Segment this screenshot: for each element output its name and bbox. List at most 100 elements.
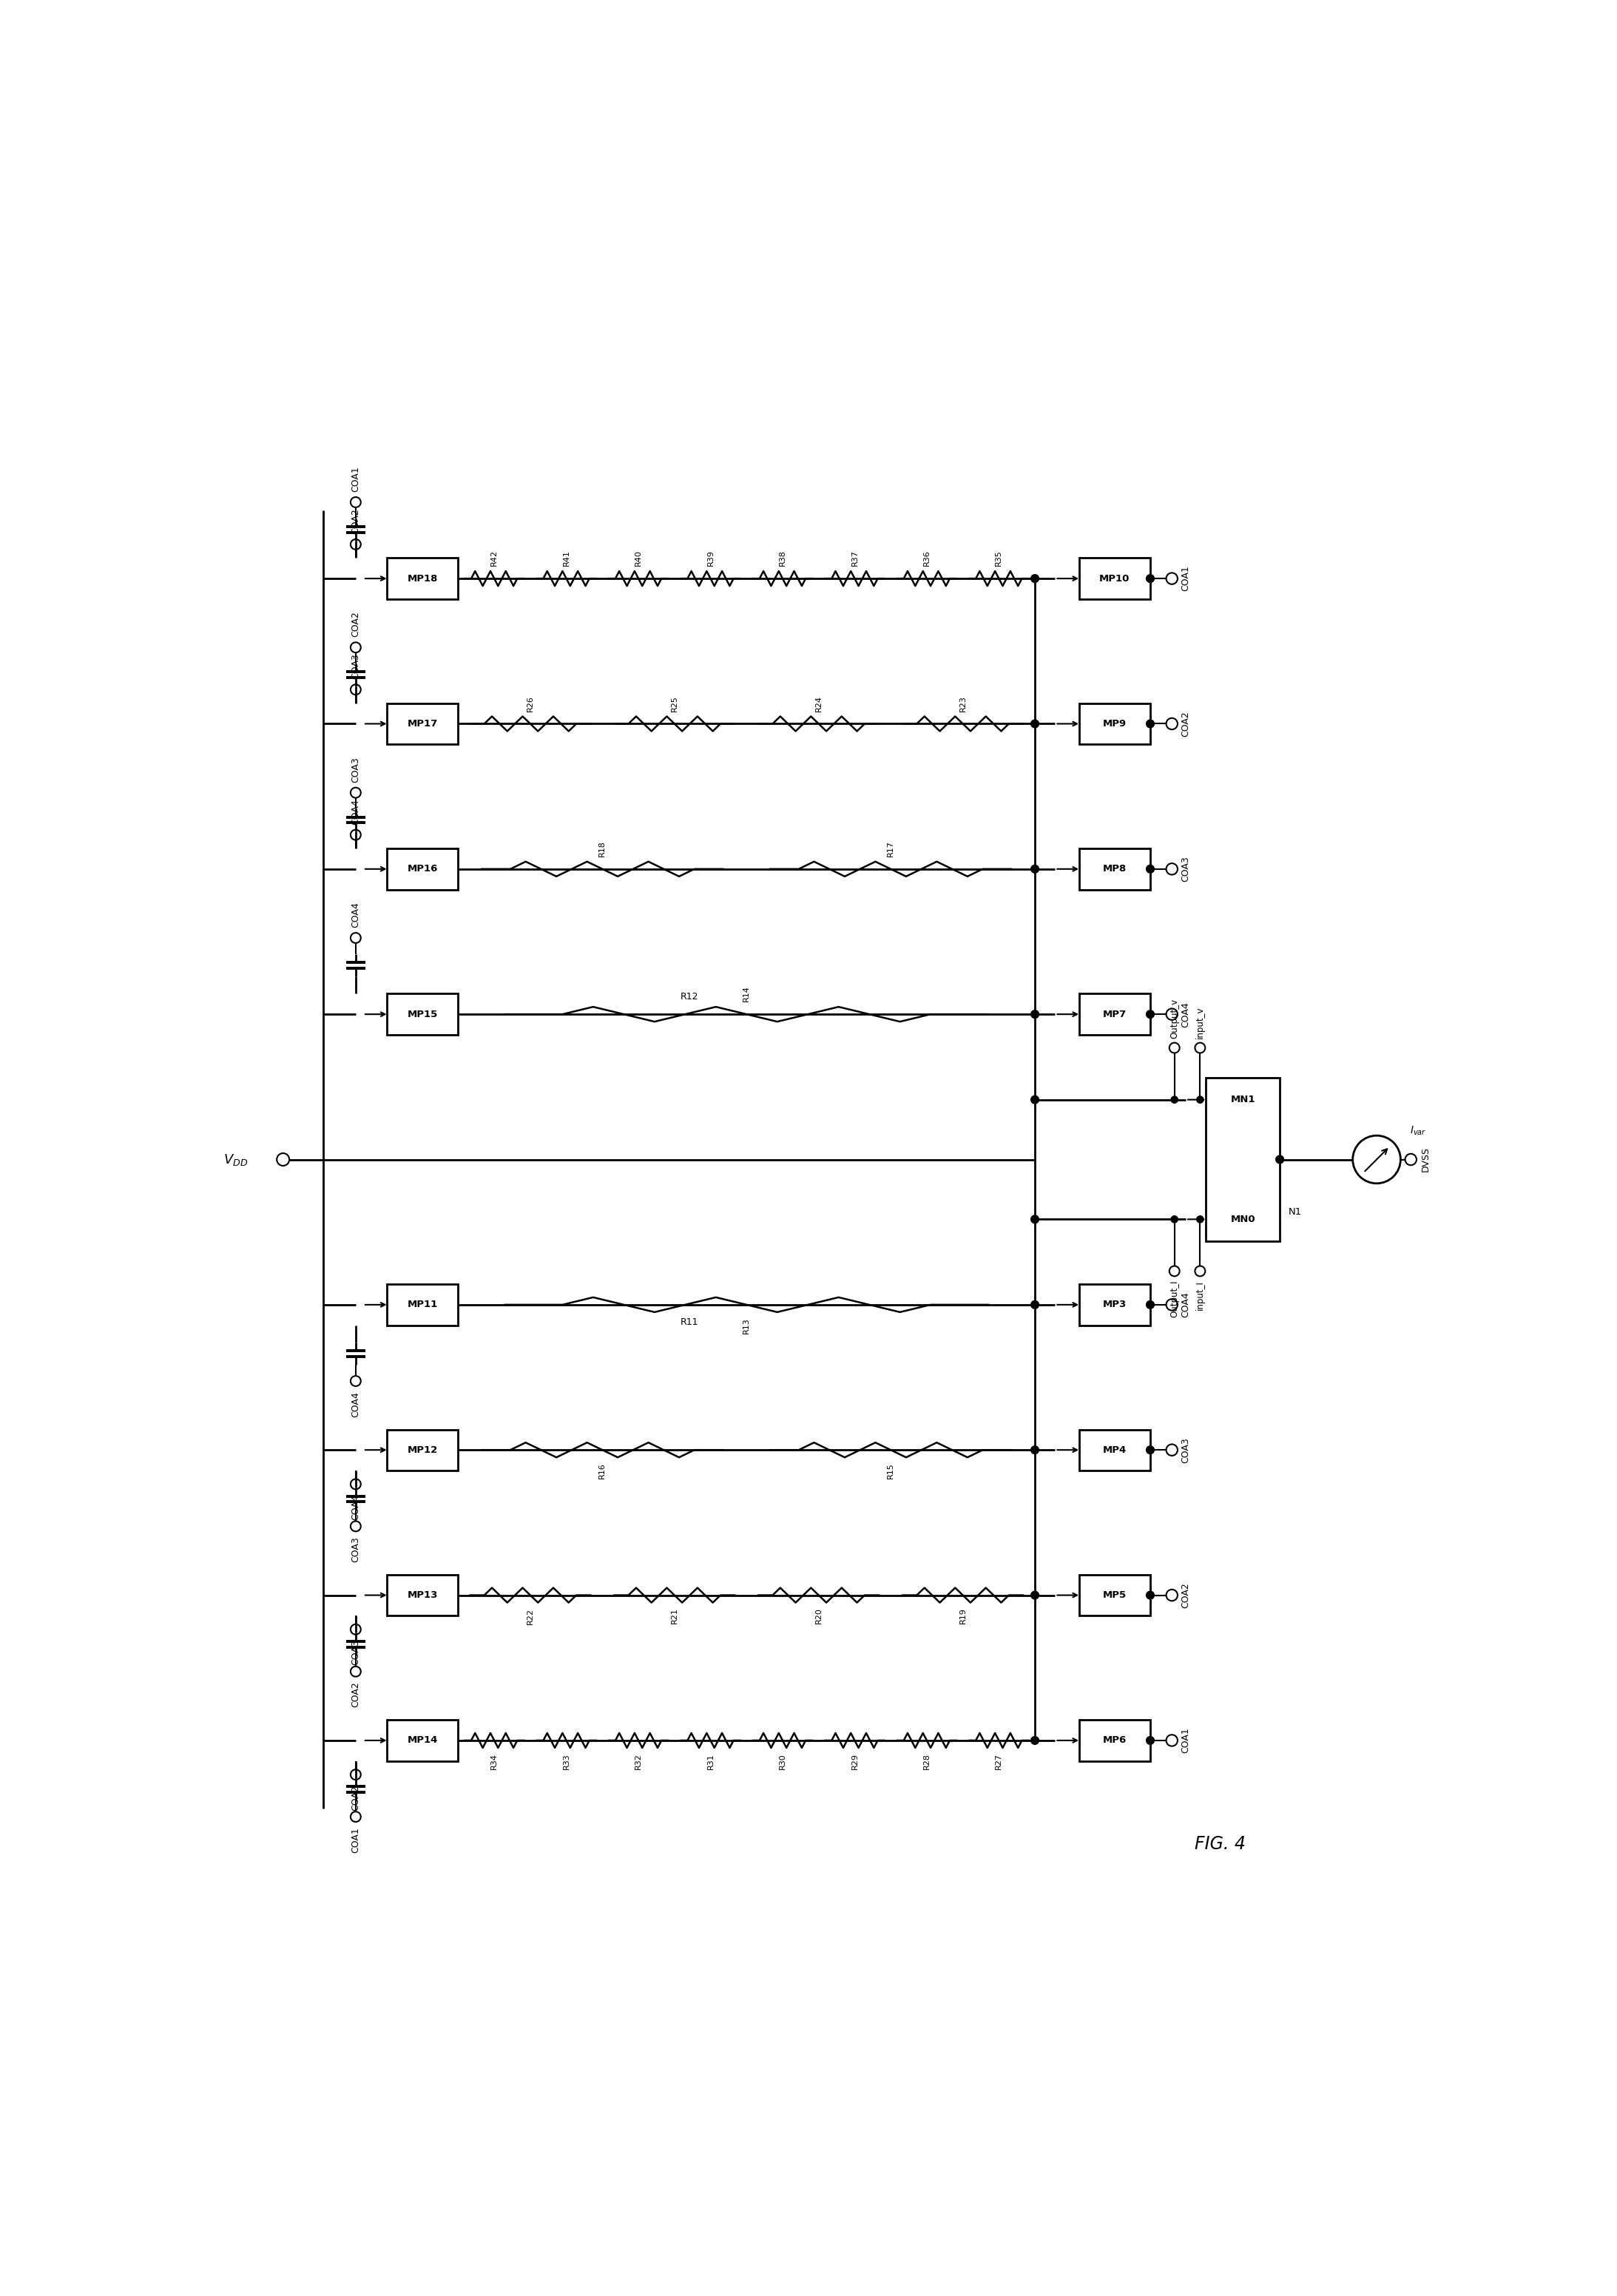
Bar: [386, 1575, 458, 1616]
Text: R34: R34: [490, 1752, 498, 1770]
Text: COA3: COA3: [351, 758, 361, 783]
Text: MP15: MP15: [407, 1010, 438, 1019]
Circle shape: [1276, 1155, 1284, 1164]
Text: MN0: MN0: [1231, 1215, 1255, 1224]
Circle shape: [1032, 1010, 1038, 1017]
Text: input_v: input_v: [1195, 1006, 1205, 1038]
Bar: [386, 1720, 458, 1761]
Text: R35: R35: [994, 551, 1003, 567]
Circle shape: [1146, 1302, 1155, 1309]
Text: MP6: MP6: [1103, 1736, 1127, 1745]
Text: R37: R37: [851, 549, 859, 567]
Text: R16: R16: [598, 1463, 606, 1479]
Circle shape: [1032, 1302, 1038, 1309]
Text: R22: R22: [527, 1607, 534, 1623]
Text: COA2: COA2: [1180, 712, 1190, 737]
Text: R25: R25: [671, 696, 678, 712]
Text: MP18: MP18: [407, 574, 438, 583]
Text: FIG. 4: FIG. 4: [1195, 1835, 1245, 1853]
Text: R19: R19: [959, 1607, 967, 1623]
Text: COA2: COA2: [351, 611, 361, 638]
Text: R17: R17: [888, 840, 894, 856]
Text: COA3: COA3: [351, 1639, 361, 1665]
Text: R38: R38: [779, 549, 786, 567]
Bar: [1079, 703, 1150, 744]
Bar: [1079, 1720, 1150, 1761]
Text: COA2: COA2: [351, 1681, 361, 1708]
Circle shape: [1197, 1217, 1203, 1224]
Text: MP11: MP11: [407, 1300, 438, 1309]
Text: COA4: COA4: [1180, 1293, 1190, 1318]
Circle shape: [1197, 1095, 1203, 1102]
Text: $I_{var}$: $I_{var}$: [1410, 1125, 1426, 1137]
Text: MP14: MP14: [407, 1736, 438, 1745]
Text: R23: R23: [959, 696, 967, 712]
Text: COA4: COA4: [351, 1495, 361, 1520]
Text: COA1: COA1: [351, 466, 361, 491]
Bar: [386, 994, 458, 1035]
Bar: [386, 1430, 458, 1469]
Text: R18: R18: [598, 840, 606, 856]
Text: COA3: COA3: [351, 654, 361, 680]
Circle shape: [1146, 1010, 1155, 1017]
Bar: [1079, 850, 1150, 889]
Circle shape: [1171, 1217, 1177, 1224]
Text: R26: R26: [527, 696, 534, 712]
Text: Output_v: Output_v: [1169, 999, 1179, 1038]
Text: MP7: MP7: [1103, 1010, 1127, 1019]
Text: MP3: MP3: [1103, 1300, 1127, 1309]
Text: R15: R15: [888, 1463, 894, 1479]
Text: R31: R31: [707, 1752, 715, 1768]
Text: MP10: MP10: [1100, 574, 1130, 583]
Text: R20: R20: [815, 1607, 823, 1623]
Circle shape: [1032, 1736, 1038, 1745]
Text: MN1: MN1: [1231, 1095, 1255, 1104]
Text: COA2: COA2: [351, 507, 361, 535]
Text: DVSS: DVSS: [1420, 1148, 1429, 1171]
Bar: [1079, 1430, 1150, 1469]
Text: COA4: COA4: [1180, 1001, 1190, 1026]
Text: MP17: MP17: [407, 719, 438, 728]
Text: R40: R40: [635, 549, 642, 567]
Circle shape: [1032, 574, 1038, 583]
Circle shape: [1032, 1591, 1038, 1600]
Text: R29: R29: [851, 1752, 859, 1770]
Bar: [386, 703, 458, 744]
Text: R30: R30: [779, 1752, 786, 1768]
Text: R33: R33: [563, 1752, 571, 1768]
Text: COA2: COA2: [351, 1784, 361, 1812]
Text: COA1: COA1: [1180, 1727, 1190, 1754]
Text: Output_I: Output_I: [1169, 1281, 1179, 1318]
Text: input_I: input_I: [1195, 1281, 1205, 1309]
Bar: [386, 1283, 458, 1325]
Text: MP9: MP9: [1103, 719, 1127, 728]
Text: MP8: MP8: [1103, 863, 1127, 875]
Bar: [386, 558, 458, 599]
Text: R12: R12: [681, 992, 699, 1001]
Text: COA4: COA4: [351, 799, 361, 824]
Circle shape: [1146, 1736, 1155, 1745]
Text: COA1: COA1: [1180, 565, 1190, 592]
Text: R24: R24: [815, 696, 823, 712]
Bar: [1079, 1283, 1150, 1325]
Text: COA4: COA4: [351, 902, 361, 928]
Text: COA3: COA3: [1180, 856, 1190, 882]
Text: R11: R11: [681, 1318, 699, 1327]
Circle shape: [1171, 1095, 1177, 1102]
Text: COA1: COA1: [351, 1828, 361, 1853]
Circle shape: [1146, 866, 1155, 872]
Text: MP13: MP13: [407, 1591, 438, 1600]
Circle shape: [1146, 719, 1155, 728]
Bar: [386, 850, 458, 889]
Circle shape: [1146, 574, 1155, 583]
Text: R39: R39: [707, 549, 715, 567]
Text: R32: R32: [635, 1752, 642, 1770]
Text: R36: R36: [923, 551, 930, 567]
Text: COA3: COA3: [1180, 1437, 1190, 1463]
Text: MP12: MP12: [407, 1444, 438, 1456]
Circle shape: [1032, 1095, 1038, 1104]
Circle shape: [1032, 1215, 1038, 1224]
Bar: [1206, 1077, 1279, 1242]
Text: MP16: MP16: [407, 863, 438, 875]
Text: R13: R13: [742, 1318, 750, 1334]
